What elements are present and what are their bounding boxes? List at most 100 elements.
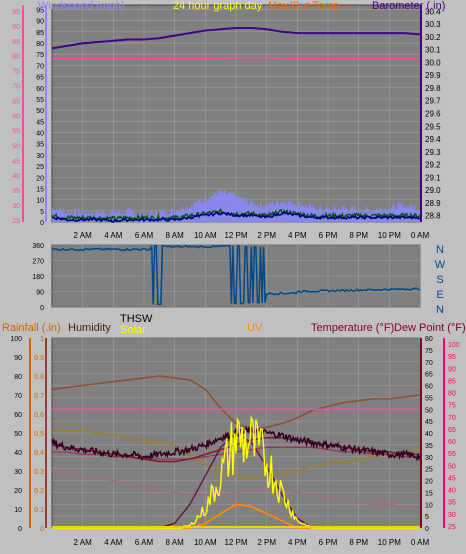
mph-tick-label: 5: [40, 209, 44, 216]
temp-tick-label: 50: [425, 407, 433, 414]
pink-tick-label: 95: [12, 9, 20, 16]
dew-tick-label: 45: [448, 475, 456, 482]
rain-tick-label: 0.6: [34, 412, 44, 419]
rain-tick-label: 0.4: [34, 450, 44, 457]
x-tick-label: 4 AM: [104, 538, 123, 547]
x-tick-label: 10 PM: [378, 538, 401, 547]
x-tick-label: 2 AM: [74, 538, 93, 547]
baro-tick-label: 30.1: [425, 46, 441, 55]
baro-tick-label: 30.0: [425, 58, 441, 67]
temp-tick-label: 40: [425, 431, 433, 438]
mph-tick-label: 50: [36, 108, 44, 115]
pink-tick-label: 25: [12, 218, 20, 225]
humidity-tick-label: 100: [10, 336, 22, 343]
mph-tick-label: 65: [36, 75, 44, 82]
baro-tick-label: 29.7: [425, 97, 441, 106]
rain-tick-label: 0.9: [34, 355, 44, 362]
rain-tick-label: 0.1: [34, 507, 44, 514]
baro-tick-label: 29.5: [425, 122, 441, 131]
dew-tick-label: 30: [448, 512, 456, 519]
temp-tick-label: 35: [425, 443, 433, 450]
temp-tick-label: 0: [425, 526, 429, 533]
x-tick-label: 4 PM: [288, 538, 307, 547]
baro-tick-label: 28.8: [425, 212, 441, 221]
dew-tick-label: 80: [448, 391, 456, 398]
x-tick-label: 10 PM: [378, 231, 401, 240]
compass-label: W: [435, 259, 446, 271]
thsw-label: THSW: [120, 313, 153, 325]
x-tick-label: 10 AM: [194, 538, 217, 547]
temp-tick-label: 15: [425, 490, 433, 497]
dew-tick-label: 25: [448, 524, 456, 531]
pink-tick-label: 40: [12, 173, 20, 180]
baro-tick-label: 29.6: [425, 110, 441, 119]
baro-tick-label: 29.0: [425, 186, 441, 195]
baro-tick-label: 30.3: [425, 20, 441, 29]
humidity-tick-label: 90: [14, 355, 22, 362]
dir-tick-label: 180: [32, 274, 44, 281]
humidity-tick-label: 0: [18, 526, 22, 533]
top-series: [51, 27, 421, 224]
x-tick-label: 10 AM: [194, 231, 217, 240]
mph-tick-label: 95: [36, 7, 44, 14]
pink-tick-label: 70: [12, 84, 20, 91]
baro-tick-label: 30.4: [425, 7, 441, 16]
olive-series: [52, 429, 421, 479]
dir-tick-label: 0: [40, 305, 44, 312]
mph-tick-label: 55: [36, 97, 44, 104]
pink-tick-label: 80: [12, 54, 20, 61]
dir-tick-label: 90: [36, 290, 44, 297]
dew-tick-label: 85: [448, 378, 456, 385]
x-tick-label: 8 PM: [349, 231, 368, 240]
pink-tick-label: 55: [12, 128, 20, 135]
x-tick-label: 8 AM: [166, 538, 185, 547]
mph-tick-label: 25: [36, 164, 44, 171]
temperature-label: Temperature (°F): [311, 322, 394, 334]
temp-tick-label: 55: [425, 395, 433, 402]
bottom-right-axis: 0 5 10 15 20 25 30 35 40 45 50 55 60 65 70 75 80 25 30 35 40…: [420, 336, 460, 533]
bottom-x-labels: 2 AM 4 AM 6 AM 8 AM 10 AM 12 PM 2 PM 4 PM 6 PM 8 …: [74, 538, 430, 547]
temp-tick-label: 5: [425, 514, 429, 521]
compass-label: S: [436, 274, 443, 286]
rain-tick-label: 0.5: [34, 431, 44, 438]
baro-tick-label: 29.4: [425, 135, 441, 144]
x-tick-label: 12 PM: [224, 231, 247, 240]
barometer-series: [51, 27, 421, 50]
temperature-series: [51, 425, 421, 462]
mph-tick-label: 20: [36, 175, 44, 182]
pink-tick-label: 30: [12, 203, 20, 210]
rain-tick-label: 0: [40, 526, 44, 533]
temp-tick-label: 70: [425, 360, 433, 367]
mph-tick-label: 90: [36, 19, 44, 26]
baro-tick-label: 29.8: [425, 84, 441, 93]
dir-tick-label: 270: [32, 259, 44, 266]
temp-tick-label: 60: [425, 384, 433, 391]
compass-label: E: [436, 289, 443, 301]
humidity-tick-label: 70: [14, 393, 22, 400]
wind-chill-series: [51, 470, 420, 508]
windspeed-label: Windspeed (mph): [38, 0, 125, 12]
wind-direction-series: [51, 245, 421, 306]
x-tick-label: 6 AM: [135, 538, 154, 547]
dew-tick-label: 60: [448, 439, 456, 446]
bottom-panel: 010203040506070809010000.10.20.30.40.50.…: [2, 313, 466, 547]
rain-tick-label: 0.7: [34, 393, 44, 400]
pink-tick-label: 85: [12, 39, 20, 46]
temp-tick-label: 25: [425, 467, 433, 474]
x-tick-label: 4 AM: [104, 231, 123, 240]
humidity-tick-label: 80: [14, 374, 22, 381]
mph-tick-label: 70: [36, 63, 44, 70]
temp-tick-label: 65: [425, 372, 433, 379]
baro-tick-label: 30.2: [425, 33, 441, 42]
baro-tick-label: 28.9: [425, 199, 441, 208]
temp-tick-label: 80: [425, 336, 433, 343]
pink-tick-label: 45: [12, 158, 20, 165]
pink-tick-label: 60: [12, 114, 20, 121]
top-panel: 0 5 10 15 20 25 30 35 40 45 50 55 60 65 70 75 80 85 90 95 25…: [12, 0, 445, 240]
mph-tick-label: 30: [36, 153, 44, 160]
x-tick-label: 4 PM: [288, 231, 307, 240]
dew-tick-label: 35: [448, 500, 456, 507]
barometer-label: Barometer (.in): [372, 0, 445, 12]
